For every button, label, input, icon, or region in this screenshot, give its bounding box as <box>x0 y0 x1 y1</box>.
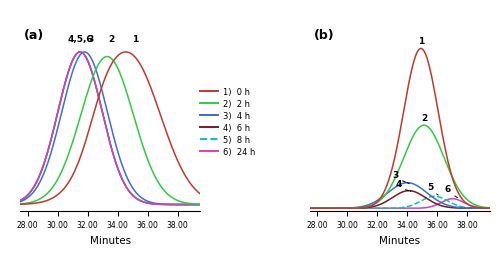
X-axis label: Minutes: Minutes <box>380 235 420 245</box>
Text: 4,5,6: 4,5,6 <box>68 35 93 44</box>
X-axis label: Minutes: Minutes <box>90 235 130 245</box>
Text: 3: 3 <box>88 35 94 44</box>
Text: 4: 4 <box>395 179 402 188</box>
Text: (b): (b) <box>314 29 334 42</box>
Text: 5: 5 <box>427 182 433 191</box>
Text: 2: 2 <box>421 114 427 122</box>
Text: (a): (a) <box>24 29 44 42</box>
Text: 6: 6 <box>445 185 451 194</box>
Text: 3: 3 <box>392 170 398 179</box>
Text: 1: 1 <box>418 37 424 46</box>
Legend: 1)  0 h, 2)  2 h, 3)  4 h, 4)  6 h, 5)  8 h, 6)  24 h: 1) 0 h, 2) 2 h, 3) 4 h, 4) 6 h, 5) 8 h, … <box>200 88 255 156</box>
Text: 2: 2 <box>108 35 114 44</box>
Text: 1: 1 <box>132 35 139 44</box>
